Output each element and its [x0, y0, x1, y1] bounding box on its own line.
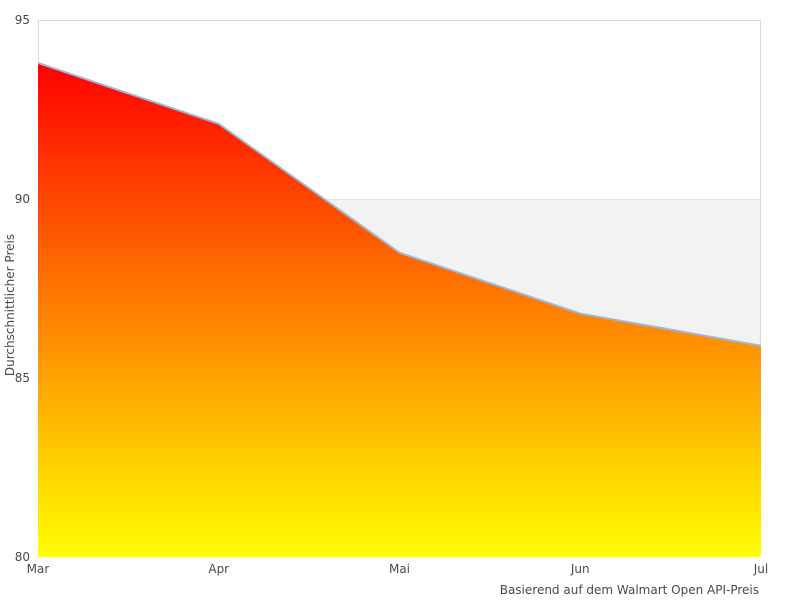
y-tick-label: 85 [14, 371, 30, 385]
y-tick-label: 95 [14, 13, 30, 27]
x-tick-label: Mai [388, 562, 411, 576]
x-axis-title: Basierend auf dem Walmart Open API-Preis [499, 583, 759, 597]
x-tick-label: Mar [26, 562, 50, 576]
x-tick-label: Apr [208, 562, 230, 576]
y-tick-label: 80 [14, 550, 30, 564]
area-series-line [38, 62, 761, 347]
area-series-fill [38, 62, 761, 557]
x-tick-label: Jul [753, 562, 769, 576]
plot-area [38, 20, 761, 557]
y-axis-title: Durchschnittlicher Preis [3, 233, 17, 377]
x-tick-label: Jun [570, 562, 590, 576]
y-tick-label: 90 [14, 192, 30, 206]
area-chart [38, 20, 761, 557]
